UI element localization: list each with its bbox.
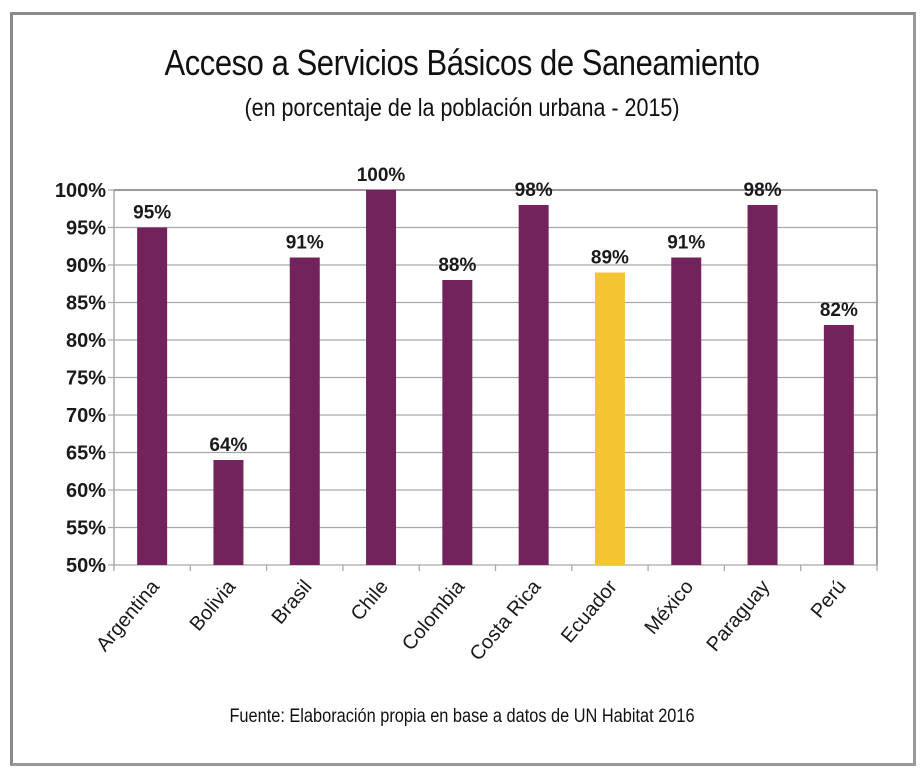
y-tick-label: 65%: [66, 443, 106, 465]
data-label: 64%: [209, 435, 247, 456]
chart-frame: [10, 12, 916, 766]
x-axis-labels: Argentina Bolivia Brasil Chile ColombiaCosta…: [92, 575, 851, 665]
y-tick-label: 90%: [66, 255, 106, 277]
bar-paraguay: [747, 205, 778, 565]
y-tick-label: 60%: [66, 480, 106, 502]
data-label: 88%: [438, 255, 476, 276]
x-tick-label: Bolivia: [186, 575, 241, 635]
data-label: 91%: [286, 233, 324, 254]
y-tick-label: 100%: [55, 180, 106, 202]
data-labels: 95% 64% 91% 100% 88% 98% 89% 91% 98% 82%: [133, 165, 858, 456]
y-tick-label: 75%: [66, 368, 106, 390]
y-tick-label: 50%: [66, 555, 106, 577]
data-label: 91%: [667, 233, 705, 254]
bar-chile: [366, 190, 397, 565]
y-tick-label: 55%: [66, 518, 106, 540]
x-tick-label: Costa Rica: [466, 575, 546, 665]
bar-brasil: [289, 257, 320, 565]
x-tick-label: Argentina: [92, 575, 164, 655]
x-tick-label: México: [641, 576, 699, 639]
y-tick-label: 80%: [66, 330, 106, 352]
y-axis-ticks: 50% 55% 60% 65% 70% 75% 80% 85% 90% 95% 100%: [55, 180, 106, 577]
y-tick-label: 70%: [66, 405, 106, 427]
data-label: 98%: [515, 180, 553, 201]
x-tick-label: Colombia: [398, 575, 470, 655]
bar-perú: [823, 325, 854, 565]
bars: [137, 190, 854, 565]
data-label: 82%: [820, 300, 858, 321]
bar-colombia: [442, 280, 473, 565]
chart-title: Acceso a Servicios Básicos de Saneamient…: [164, 42, 760, 83]
data-label: 89%: [591, 248, 629, 269]
bar-bolivia: [213, 460, 244, 565]
bar-méxico: [671, 257, 702, 565]
bar-costa-rica: [518, 205, 549, 565]
x-tick-label: Brasil: [268, 576, 317, 628]
chart-source: Fuente: Elaboración propia en base a dat…: [229, 706, 695, 727]
bar-argentina: [137, 227, 168, 565]
data-label: 95%: [133, 203, 171, 224]
y-tick-label: 95%: [66, 218, 106, 240]
bar-ecuador: [594, 272, 625, 565]
data-label: 98%: [744, 180, 782, 201]
data-label: 100%: [357, 165, 406, 186]
x-tick-label: Perú: [807, 576, 851, 623]
chart-subtitle: (en porcentaje de la población urbana - …: [244, 94, 680, 122]
x-tick-label: Chile: [347, 576, 393, 625]
x-tick-label: Paraguay: [702, 576, 774, 656]
y-tick-label: 85%: [66, 293, 106, 315]
x-tick-label: Ecuador: [557, 576, 622, 647]
